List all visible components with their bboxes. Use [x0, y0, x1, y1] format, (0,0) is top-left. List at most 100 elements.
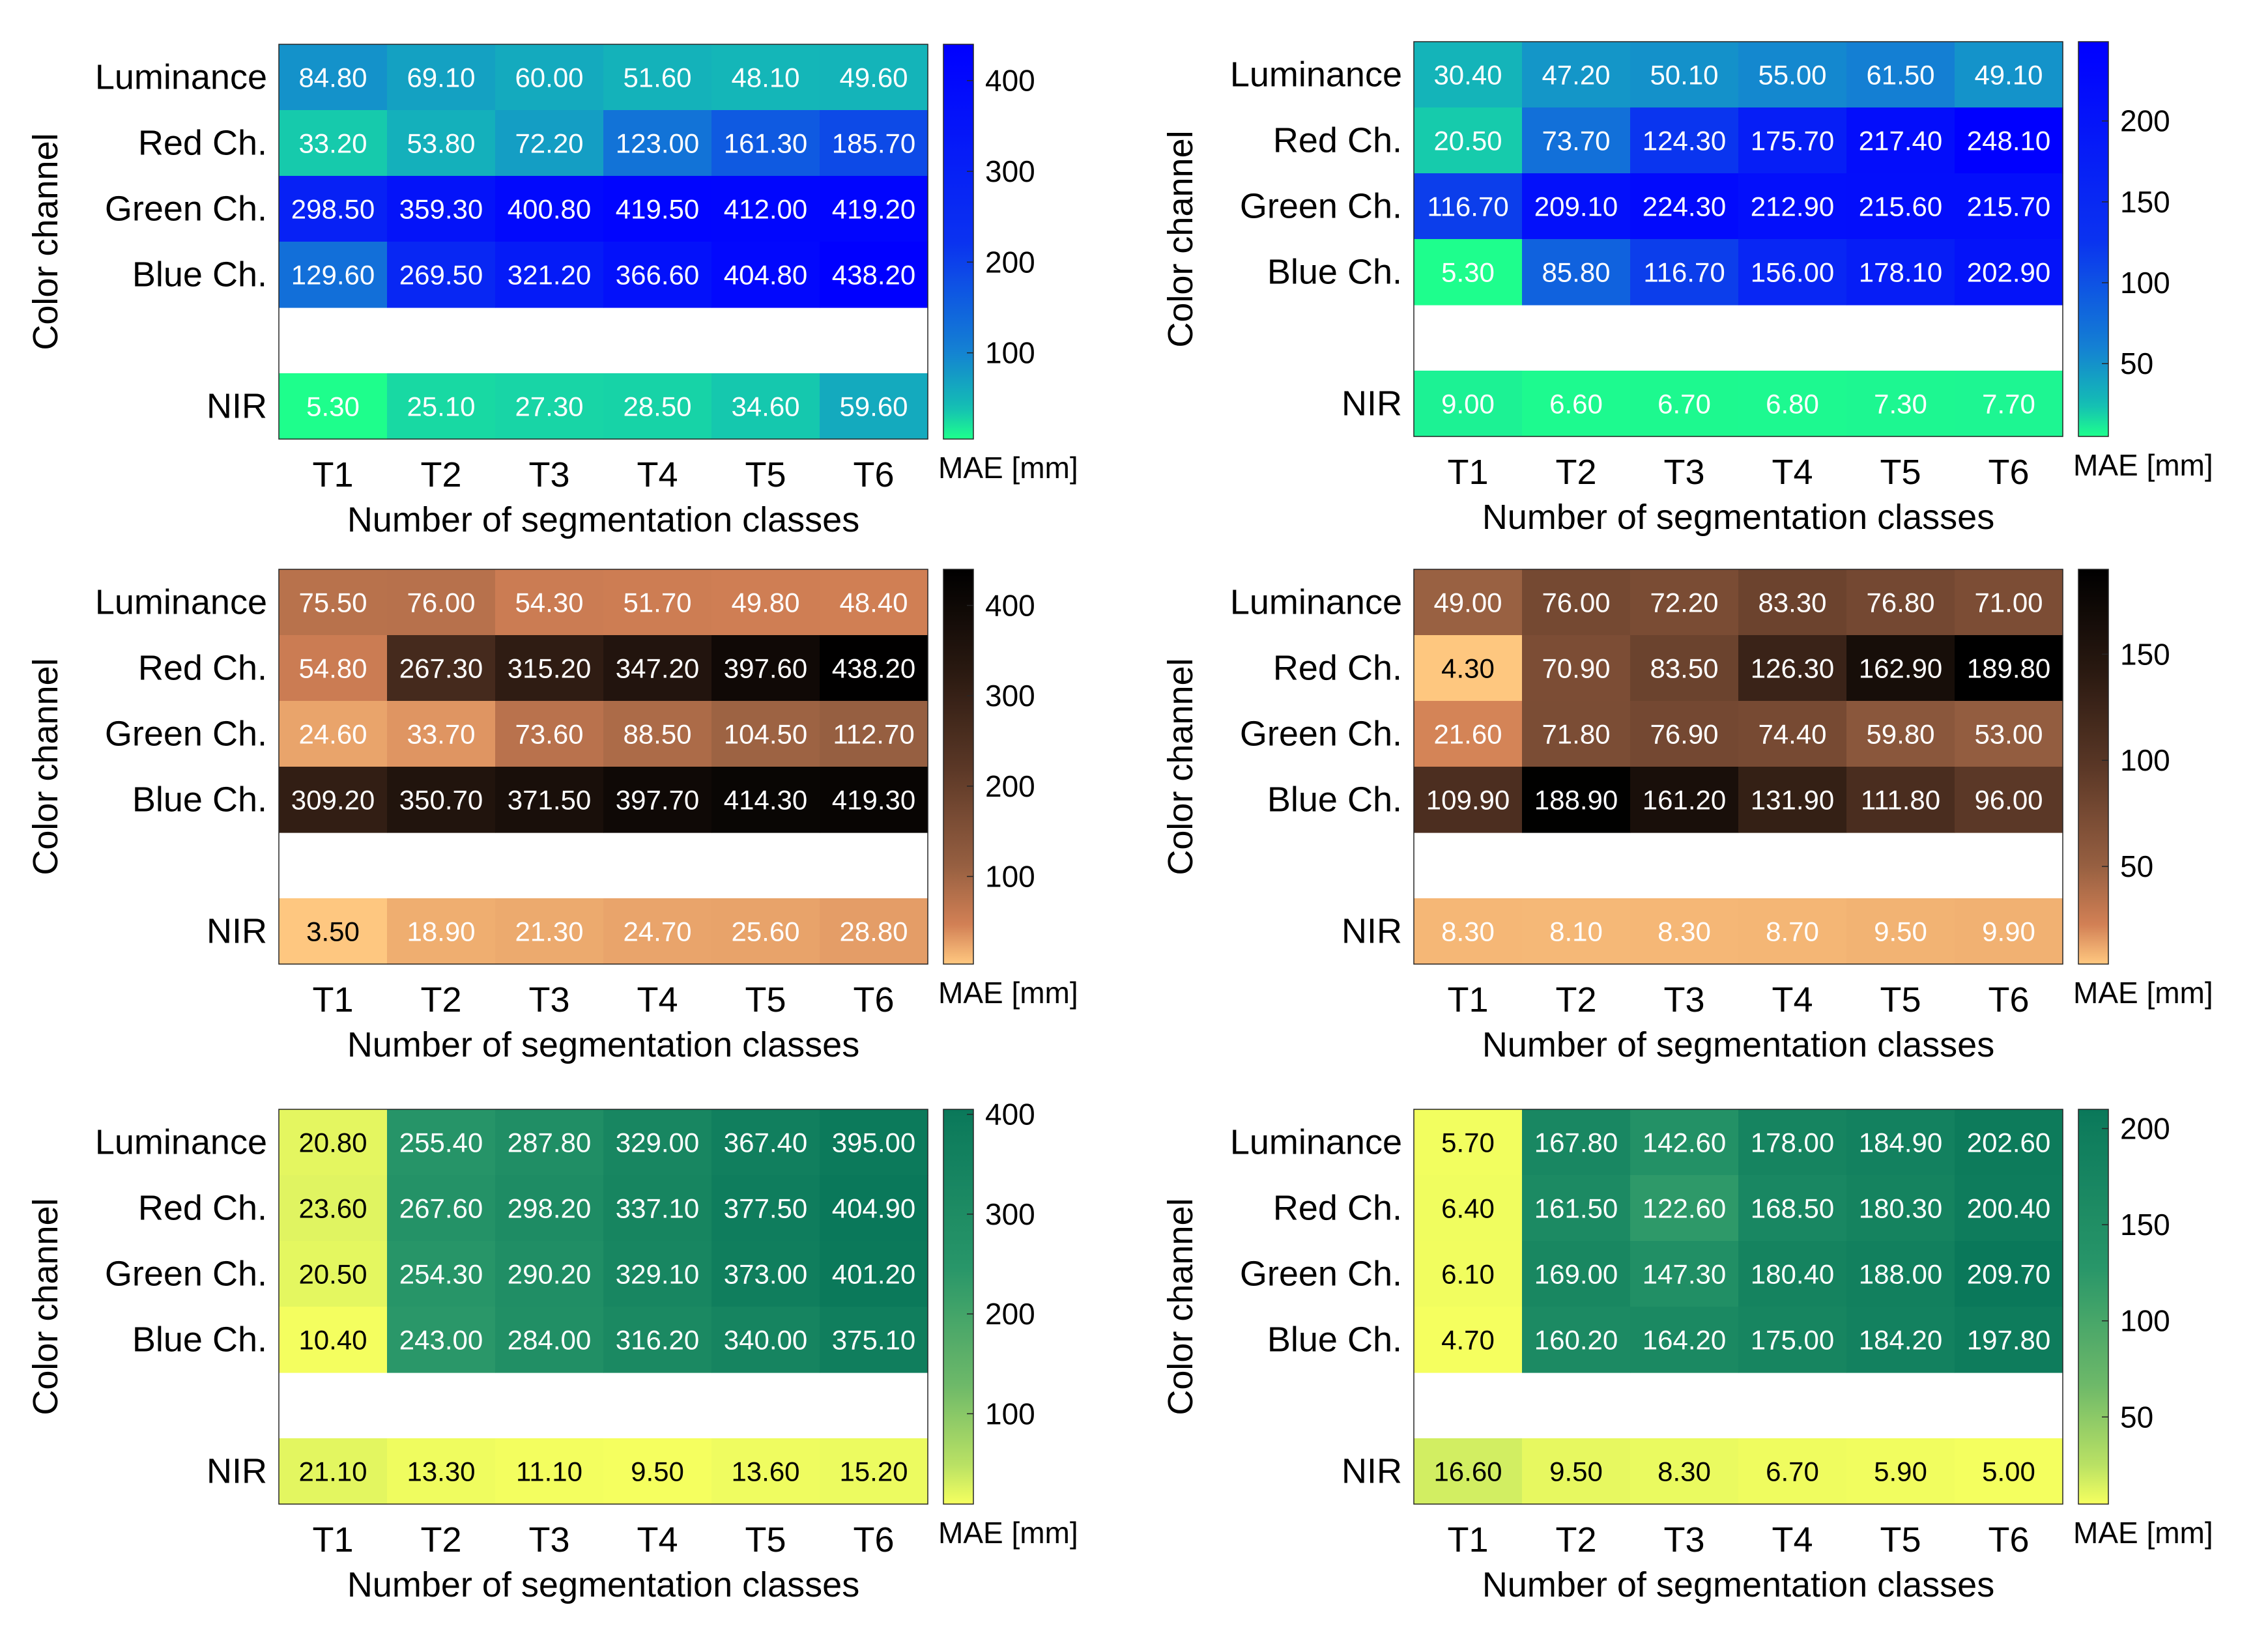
cell-value-label: 59.60 [839, 391, 908, 422]
row-label: Luminance [95, 1123, 267, 1162]
row-label: Green Ch. [105, 715, 267, 754]
heatmap-cell [1846, 701, 1955, 767]
heatmap-cell [711, 1307, 820, 1373]
heatmap-cell [711, 1175, 820, 1242]
heatmap-cell [1738, 1109, 1847, 1176]
cell-value-label: 337.10 [616, 1193, 699, 1224]
colorbar [943, 44, 974, 440]
cell-value-label: 8.30 [1441, 917, 1495, 947]
cell-value-label: 126.30 [1751, 653, 1834, 684]
heatmap-cell [1738, 898, 1847, 965]
cell-value-label: 5.30 [1441, 257, 1495, 288]
x-axis-label: Number of segmentation classes [1482, 498, 1994, 537]
heatmap-cell [711, 701, 820, 767]
cell-value-label: 419.50 [616, 194, 699, 225]
cell-value-label: 53.00 [1974, 719, 2043, 750]
cell-value-label: 175.70 [1751, 126, 1834, 156]
heatmap-cell [711, 1438, 820, 1505]
cell-value-label: 21.60 [1433, 719, 1502, 750]
row-label: Blue Ch. [132, 780, 267, 819]
cell-value-label: 23.60 [298, 1193, 367, 1224]
cell-value-label: 71.00 [1974, 588, 2043, 618]
heatmap-cell [387, 767, 496, 833]
heatmap-cell [387, 373, 496, 440]
heatmap-cell [820, 373, 928, 440]
column-tick-label: T3 [1663, 453, 1704, 492]
row-label: Green Ch. [105, 1255, 267, 1294]
cell-value-label: 202.90 [1967, 257, 2050, 288]
heatmap-cell [820, 767, 928, 833]
cell-value-label: 28.80 [839, 917, 908, 947]
heatmap-cell [495, 701, 604, 767]
cell-value-label: 287.80 [508, 1128, 591, 1158]
heatmap-cell [1955, 1438, 2063, 1505]
cell-value-label: 6.70 [1658, 389, 1711, 419]
cell-value-label: 75.50 [298, 588, 367, 618]
heatmap-cell [387, 1109, 496, 1176]
cell-value-label: 197.80 [1967, 1325, 2050, 1356]
heatmap-cell [279, 1109, 388, 1176]
row-label: Red Ch. [1273, 121, 1402, 160]
cell-value-label: 5.00 [1982, 1457, 2035, 1487]
heatmap-cell [1846, 898, 1955, 965]
heatmap-cell [820, 635, 928, 702]
row-label: Luminance [1230, 1123, 1402, 1162]
cell-value-label: 71.80 [1542, 719, 1610, 750]
column-tick-label: T1 [312, 455, 353, 494]
row-label: Green Ch. [1240, 715, 1402, 754]
cell-value-label: 6.40 [1441, 1193, 1495, 1224]
heatmap-cell [495, 176, 604, 242]
row-label: Red Ch. [1273, 1189, 1402, 1228]
column-tick-label: T4 [637, 980, 678, 1019]
heatmap-cell [1955, 1307, 2063, 1373]
cell-value-label: 50.10 [1650, 60, 1718, 91]
cell-value-label: 7.30 [1874, 389, 1927, 419]
heatmap-cell [1955, 701, 2063, 767]
column-tick-label: T6 [853, 455, 894, 494]
column-tick-label: T2 [420, 455, 461, 494]
row-label: Luminance [1230, 55, 1402, 94]
cell-value-label: 373.00 [724, 1259, 807, 1290]
heatmap-cell [1414, 1438, 1523, 1505]
cell-value-label: 184.20 [1859, 1325, 1942, 1356]
heatmap-cell [387, 1241, 496, 1307]
colorbar-tick-label: 300 [985, 679, 1035, 713]
heatmap-cell [820, 44, 928, 111]
cell-value-label: 419.30 [832, 785, 915, 816]
cell-value-label: 49.00 [1433, 588, 1502, 618]
cell-value-label: 366.60 [616, 260, 699, 291]
colorbar-label: MAE [mm] [2073, 1516, 2213, 1550]
colorbar-tick-label: 50 [2120, 849, 2153, 883]
cell-value-label: 404.90 [832, 1193, 915, 1224]
heatmap-cell [279, 701, 388, 767]
heatmap-cell [603, 1307, 712, 1373]
heatmap-cell [387, 898, 496, 965]
colorbar-tick-label: 100 [2120, 743, 2170, 777]
cell-value-label: 60.00 [515, 63, 583, 93]
heatmap-cell [495, 44, 604, 111]
cell-value-label: 25.60 [731, 917, 799, 947]
cell-value-label: 414.30 [724, 785, 807, 816]
cell-value-label: 27.30 [515, 391, 583, 422]
heatmap-cell [1414, 1307, 1523, 1373]
cell-value-label: 438.20 [832, 260, 915, 291]
colorbar-tick-label: 150 [2120, 1208, 2170, 1242]
heatmap-cell [1846, 239, 1955, 306]
cell-value-label: 85.80 [1542, 257, 1610, 288]
cell-value-label: 72.20 [1650, 588, 1718, 618]
column-tick-label: T3 [1663, 1520, 1704, 1559]
cell-value-label: 54.30 [515, 588, 583, 618]
cell-value-label: 209.10 [1534, 192, 1618, 222]
heatmap-cell [1846, 42, 1955, 108]
heatmap-cell [1738, 1438, 1847, 1505]
heatmap-cell [1414, 701, 1523, 767]
heatmap-cell [1955, 635, 2063, 702]
heatmap-cell [1522, 239, 1631, 306]
heatmap-cell [1414, 898, 1523, 965]
heatmap-cell [711, 110, 820, 177]
cell-value-label: 83.30 [1758, 588, 1826, 618]
heatmap-cell [1522, 173, 1631, 240]
heatmap-cell [387, 635, 496, 702]
heatmap-cell [1522, 1175, 1631, 1242]
row-label: Red Ch. [138, 1189, 267, 1228]
